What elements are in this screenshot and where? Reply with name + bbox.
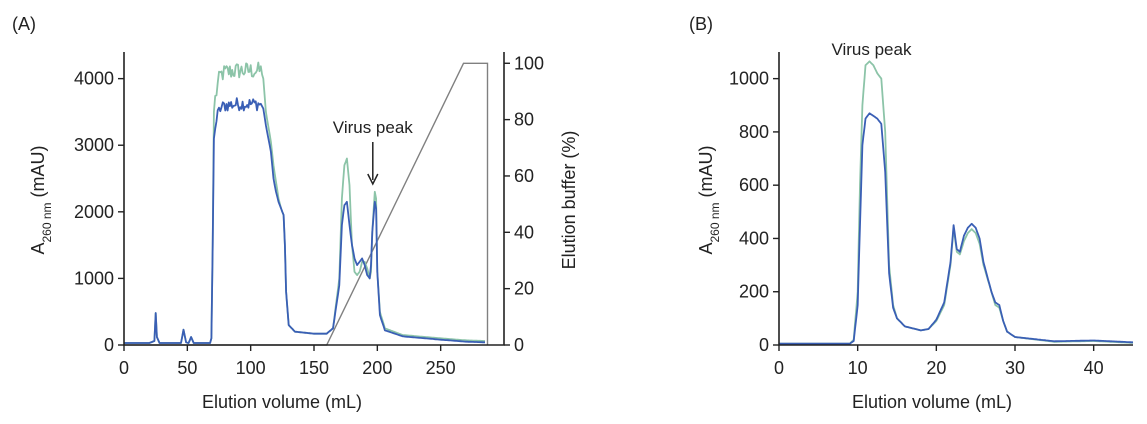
- x-tick-label: 200: [362, 358, 392, 378]
- y2-tick-label: 0: [514, 335, 524, 355]
- elution-buffer-line: [124, 62, 489, 346]
- y2-tick-label: 100: [514, 53, 544, 73]
- x-axis-label: Elution volume (mL): [202, 392, 362, 412]
- y-tick-label: 1000: [729, 69, 769, 89]
- x-tick-label: 20: [926, 358, 946, 378]
- x-tick-label: 0: [119, 358, 129, 378]
- y-tick-label: 0: [759, 335, 769, 355]
- x-tick-label: 40: [1084, 358, 1104, 378]
- y-tick-label: 0: [104, 335, 114, 355]
- x-axis-label: Elution volume (mL): [852, 392, 1012, 412]
- y-tick-label: 600: [739, 175, 769, 195]
- y-axis-label: A260 nm (mAU): [696, 145, 722, 254]
- y-tick-label: 200: [739, 282, 769, 302]
- annotation-arrowhead: [367, 173, 379, 186]
- a260-trace-blue: [124, 97, 485, 344]
- panel-b: A260 nm (mAU): [696, 52, 1134, 351]
- y2-tick-label: 80: [514, 110, 534, 130]
- y2-tick-label: 20: [514, 279, 534, 299]
- y-tick-label: 3000: [74, 135, 114, 155]
- y2-axis-label: Elution buffer (%): [559, 131, 579, 270]
- y2-tick-label: 40: [514, 222, 534, 242]
- axes-frame: [778, 52, 1133, 346]
- x-tick-label: 250: [426, 358, 456, 378]
- y-tick-label: 2000: [74, 202, 114, 222]
- y-tick-label: 400: [739, 228, 769, 248]
- x-tick-label: 10: [848, 358, 868, 378]
- x-tick-label: 50: [177, 358, 197, 378]
- y-tick-label: 1000: [74, 268, 114, 288]
- a260-trace-green: [779, 60, 1134, 345]
- a260-trace-blue: [779, 112, 1133, 345]
- panel-label: (B): [689, 14, 713, 34]
- x-tick-label: 100: [236, 358, 266, 378]
- y2-tick-label: 60: [514, 166, 534, 186]
- x-tick-label: 0: [774, 358, 784, 378]
- virus-peak-annotation: Virus peak: [333, 118, 414, 137]
- a260-trace-green: [124, 61, 485, 344]
- y-tick-label: 800: [739, 122, 769, 142]
- y-axis-label: A260 nm (mAU): [28, 145, 54, 254]
- panel-label: (A): [12, 14, 36, 34]
- y-tick-label: 4000: [74, 69, 114, 89]
- panel-a: A260 nm (mAU): [28, 52, 510, 351]
- virus-peak-annotation: Virus peak: [831, 40, 912, 59]
- x-tick-label: 150: [299, 358, 329, 378]
- x-tick-label: 30: [1005, 358, 1025, 378]
